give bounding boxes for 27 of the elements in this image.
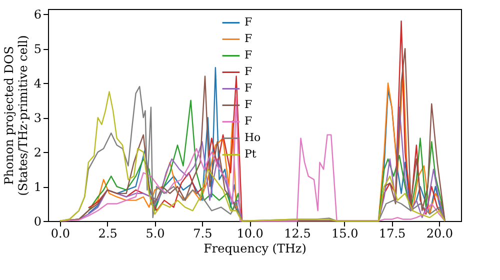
legend-label: Pt	[244, 148, 257, 161]
x-tick-label: 20.0	[426, 226, 454, 240]
legend-label: F	[244, 114, 252, 128]
x-tick-label: 5.0	[146, 226, 165, 240]
y-tick-label: 5	[34, 42, 42, 56]
y-axis-title: Phonon projected DOS (States/THz·primitive cell)	[2, 35, 30, 196]
legend-label: F	[244, 65, 252, 78]
y-tick-label: 3	[34, 111, 42, 126]
legend-label: F	[244, 48, 252, 62]
x-tick-label: 10.0	[236, 226, 264, 240]
legend-label: Ho	[244, 131, 262, 144]
legend-label: F	[244, 32, 252, 46]
x-axis-title: Frequency (THz)	[204, 242, 306, 256]
y-tick-label: 4	[34, 76, 42, 91]
x-tick-label: 7.5	[193, 226, 212, 240]
y-tick-label: 2	[34, 146, 42, 160]
x-tick-label: 17.5	[378, 226, 406, 240]
x-tick-label: 2.5	[98, 226, 118, 240]
x-tick-label: 15.0	[332, 226, 358, 240]
y-tick-label: 0	[34, 214, 42, 228]
legend-label: F	[244, 98, 252, 112]
x-tick-label: 0.0	[50, 226, 70, 240]
legend-label: F	[244, 16, 252, 29]
y-tick-label: 6	[34, 8, 42, 22]
x-tick-label: 12.5	[284, 226, 311, 240]
y-tick-label: 1	[34, 180, 42, 194]
legend-label: F	[244, 82, 252, 95]
